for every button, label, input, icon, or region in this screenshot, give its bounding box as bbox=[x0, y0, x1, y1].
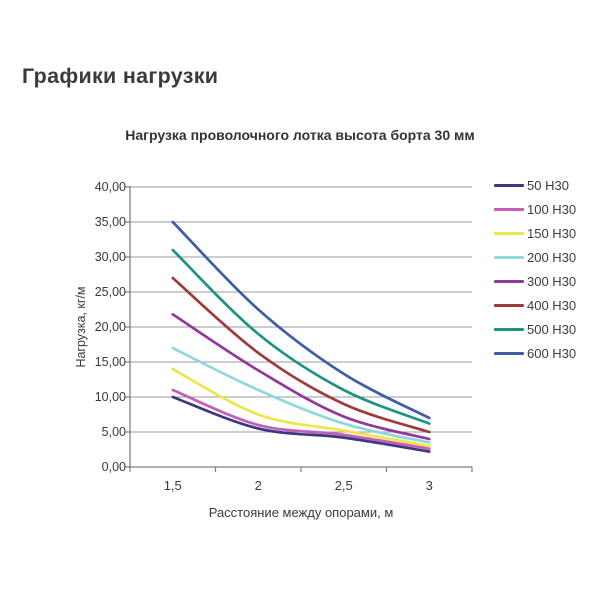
legend-label: 600 Н30 bbox=[527, 345, 577, 361]
legend-color-line bbox=[494, 351, 524, 355]
legend-color-line bbox=[494, 303, 524, 307]
legend-item: 400 Н30 bbox=[494, 293, 576, 317]
x-tick-label: 2 bbox=[254, 478, 262, 493]
legend-item: 100 Н30 bbox=[494, 197, 576, 221]
series-line-400-Н30 bbox=[171, 276, 431, 434]
y-tick-label: 40,00 bbox=[94, 180, 126, 194]
x-axis-title: Расстояние между опорами, м bbox=[208, 505, 394, 520]
y-tick-label: 10,00 bbox=[94, 390, 126, 404]
legend-color-line bbox=[494, 207, 524, 211]
legend-item: 600 Н30 bbox=[494, 341, 576, 365]
legend-label: 200 Н30 bbox=[527, 249, 577, 265]
series-line-150-Н30 bbox=[171, 367, 431, 448]
y-tick-label: 5,00 bbox=[101, 425, 126, 439]
legend-label: 100 Н30 bbox=[527, 201, 577, 217]
chart-legend: 50 Н30 100 Н30 150 Н30 200 Н30 300 Н30 400 Н3… bbox=[494, 173, 576, 365]
x-tick-label: 3 bbox=[425, 478, 433, 493]
series-line-500-Н30 bbox=[171, 248, 431, 425]
series-line-300-Н30 bbox=[171, 313, 431, 441]
legend-label: 500 Н30 bbox=[527, 321, 577, 337]
legend-color-line bbox=[494, 279, 524, 283]
series-line-600-Н30 bbox=[171, 220, 431, 420]
x-tick-label: 1,5 bbox=[163, 478, 182, 493]
y-tick-label: 35,00 bbox=[94, 215, 126, 229]
x-tick-label: 2,5 bbox=[334, 478, 353, 493]
legend-item: 300 Н30 bbox=[494, 269, 576, 293]
y-tick-label: 30,00 bbox=[94, 250, 126, 264]
legend-color-line bbox=[494, 183, 524, 187]
legend-item: 200 Н30 bbox=[494, 245, 576, 269]
legend-label: 150 Н30 bbox=[527, 225, 577, 241]
series-line-50-Н30 bbox=[171, 395, 431, 453]
y-tick-label: 25,00 bbox=[94, 285, 126, 299]
legend-item: 50 Н30 bbox=[494, 173, 576, 197]
legend-label: 300 Н30 bbox=[527, 273, 577, 289]
series-line-200-Н30 bbox=[171, 346, 431, 444]
legend-color-line bbox=[494, 255, 524, 259]
y-tick-label: 20,00 bbox=[94, 320, 126, 334]
legend-label: 400 Н30 bbox=[527, 297, 577, 313]
legend-label: 50 Н30 bbox=[527, 177, 569, 193]
page-title: Графики нагрузки bbox=[22, 64, 219, 88]
chart-title: Нагрузка проволочного лотка высота борта… bbox=[125, 127, 475, 143]
y-tick-label: 0,00 bbox=[101, 460, 126, 474]
legend-item: 150 Н30 bbox=[494, 221, 576, 245]
legend-color-line bbox=[494, 327, 524, 331]
y-tick-label: 15,00 bbox=[94, 355, 126, 369]
legend-item: 500 Н30 bbox=[494, 317, 576, 341]
series-line-100-Н30 bbox=[171, 388, 431, 451]
legend-color-line bbox=[494, 231, 524, 235]
